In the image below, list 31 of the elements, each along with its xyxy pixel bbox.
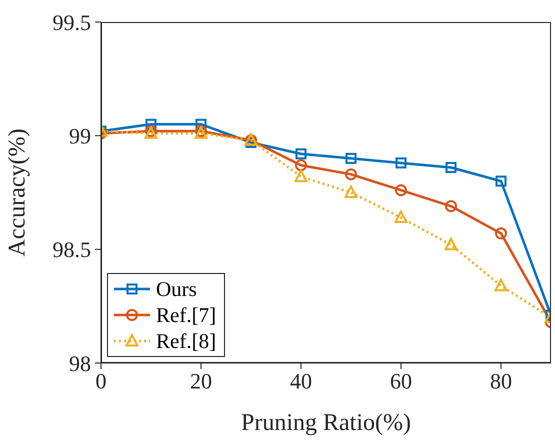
y-tick-label: 99.5 [52, 10, 91, 35]
point [494, 278, 508, 292]
x-tick-label: 0 [96, 368, 106, 394]
legend-label: Ref.[8] [156, 328, 216, 354]
y-axis-title: Accuracy(%) [4, 128, 31, 256]
x-tick-label: 60 [390, 368, 412, 394]
point [446, 162, 456, 173]
point [395, 184, 407, 196]
x-tick-label: 80 [490, 368, 512, 394]
legend-label: Ref.[7] [156, 302, 216, 328]
point [444, 238, 458, 250]
point [445, 200, 457, 212]
point [346, 152, 356, 164]
x-tick-label: 40 [290, 368, 312, 394]
point [296, 148, 306, 160]
point [196, 118, 206, 130]
point [146, 118, 156, 130]
y-tick-label: 98.5 [52, 237, 91, 262]
point [345, 168, 357, 180]
point [344, 186, 358, 198]
point [294, 170, 308, 182]
point [295, 159, 307, 172]
point [394, 210, 408, 224]
x-axis-title: Pruning Ratio(%) [241, 410, 411, 436]
y-tick-label: 98 [69, 350, 91, 376]
y-tick-label: 99 [69, 123, 91, 148]
point [496, 176, 506, 187]
x-tick-label: 20 [190, 368, 212, 394]
legend-label: Ours [156, 276, 197, 302]
point [495, 227, 507, 240]
point [396, 157, 406, 168]
